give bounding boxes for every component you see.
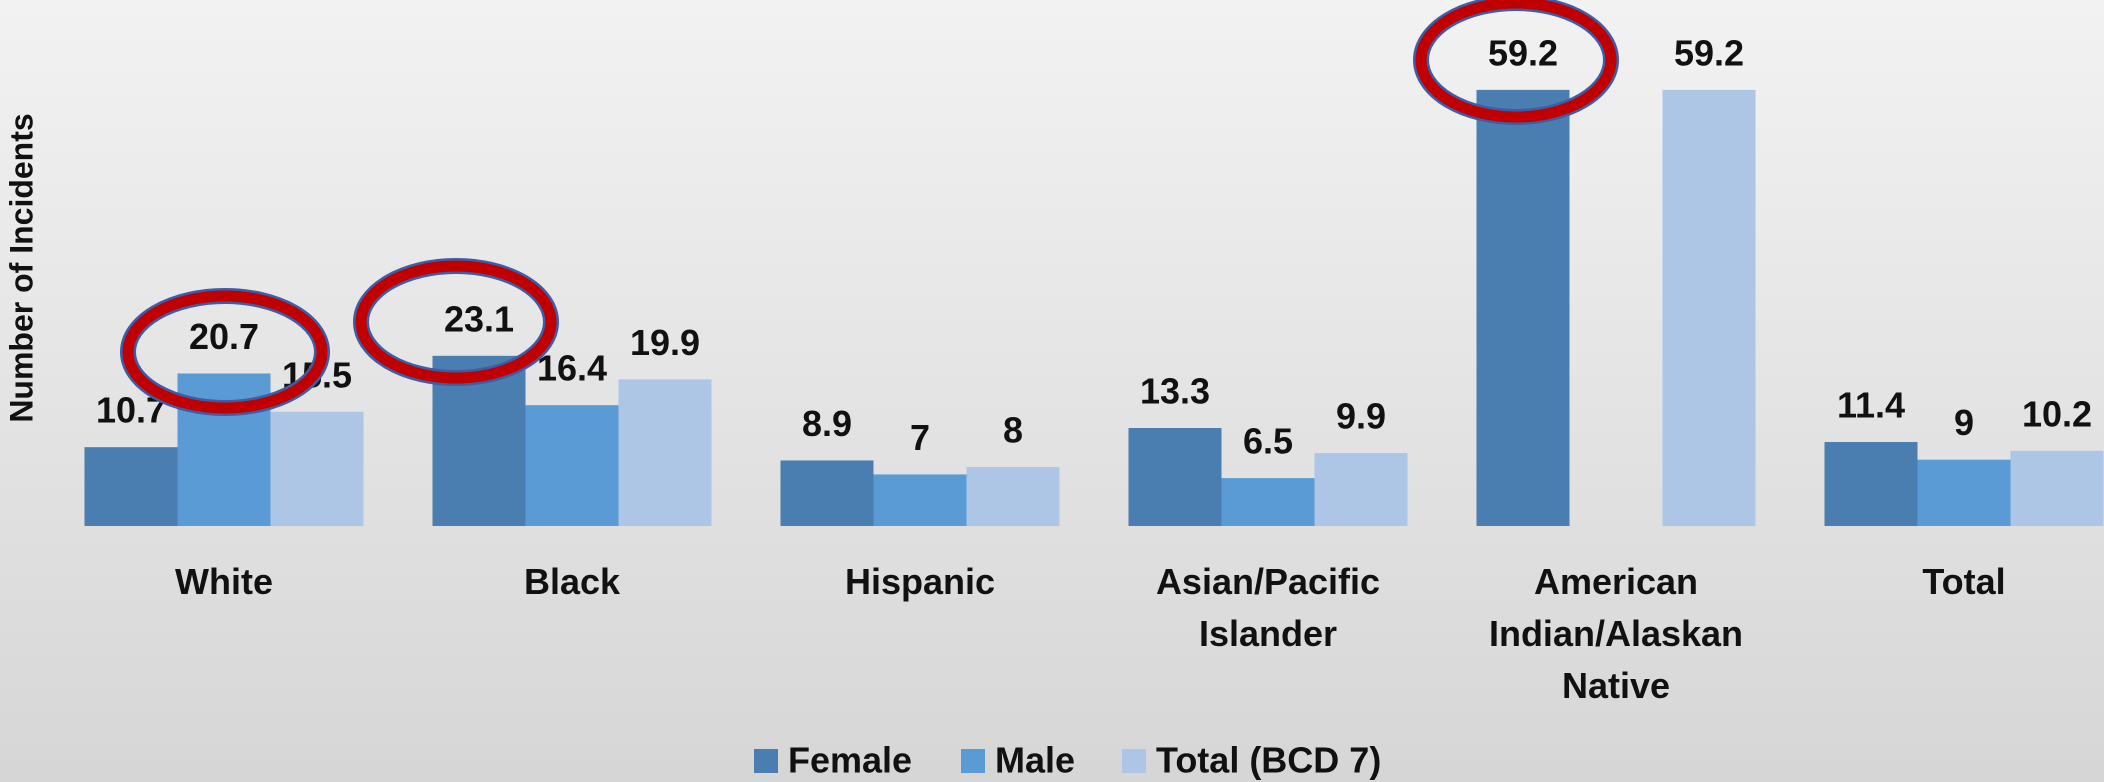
legend-label: Male bbox=[995, 740, 1075, 781]
bar bbox=[1824, 442, 1918, 526]
bar bbox=[873, 474, 967, 526]
value-labels: 10.720.715.523.116.419.98.9 7 813.36.59.95… bbox=[96, 32, 2092, 461]
value-label: 59.2 bbox=[1488, 32, 1558, 73]
value-label: 59.2 bbox=[1674, 32, 1744, 73]
value-label: 11.4 bbox=[1837, 385, 1905, 426]
bar bbox=[270, 411, 364, 526]
bar bbox=[780, 460, 874, 526]
bar bbox=[1221, 478, 1315, 526]
value-label: 16.4 bbox=[537, 348, 607, 389]
value-label: 8 bbox=[1003, 410, 1023, 451]
value-label: 9.9 bbox=[1336, 396, 1386, 437]
x-tick-label: Total bbox=[1922, 561, 2006, 602]
bar bbox=[1314, 453, 1408, 526]
legend-label: Total (BCD 7) bbox=[1156, 740, 1381, 781]
value-label: 8.9 bbox=[802, 403, 852, 444]
highlight-circle bbox=[355, 260, 557, 384]
x-tick-label: American Indian/Alaskan Native bbox=[1488, 561, 1744, 706]
highlight-circle bbox=[1415, 0, 1617, 123]
legend: Female Male Total (BCD 7) bbox=[754, 740, 1381, 781]
bar bbox=[966, 467, 1060, 526]
x-tick-label: Asian/Pacific Islander bbox=[1155, 561, 1381, 654]
bars bbox=[84, 89, 2104, 526]
value-label: 20.7 bbox=[189, 316, 259, 357]
value-label: 19.9 bbox=[630, 322, 700, 363]
legend-swatch bbox=[961, 749, 985, 773]
x-tick-label: Hispanic bbox=[844, 561, 996, 602]
legend-swatch bbox=[1122, 749, 1146, 773]
value-label: 6.5 bbox=[1243, 421, 1293, 462]
value-label: 13.3 bbox=[1140, 371, 1210, 412]
bar bbox=[525, 405, 619, 526]
bar bbox=[618, 379, 712, 526]
bar bbox=[84, 447, 178, 526]
annotations bbox=[120, 0, 1619, 416]
x-tick-label: White bbox=[175, 561, 273, 602]
bar bbox=[1128, 428, 1222, 526]
value-label: 10.2 bbox=[2022, 393, 2092, 434]
bar bbox=[2010, 450, 2104, 526]
value-label: 23.1 bbox=[444, 298, 514, 339]
x-tick-label: Black bbox=[523, 561, 621, 602]
value-label: 7 bbox=[910, 417, 930, 458]
bar bbox=[1476, 89, 1570, 526]
y-axis-label: Number of Incidents bbox=[3, 113, 39, 422]
bar bbox=[1662, 89, 1756, 526]
highlight-circle bbox=[122, 290, 328, 414]
legend-label: Female bbox=[788, 740, 912, 781]
value-label: 9 bbox=[1954, 402, 1974, 443]
legend-swatch bbox=[754, 749, 778, 773]
bar bbox=[1917, 459, 2011, 526]
bar bbox=[177, 373, 271, 526]
